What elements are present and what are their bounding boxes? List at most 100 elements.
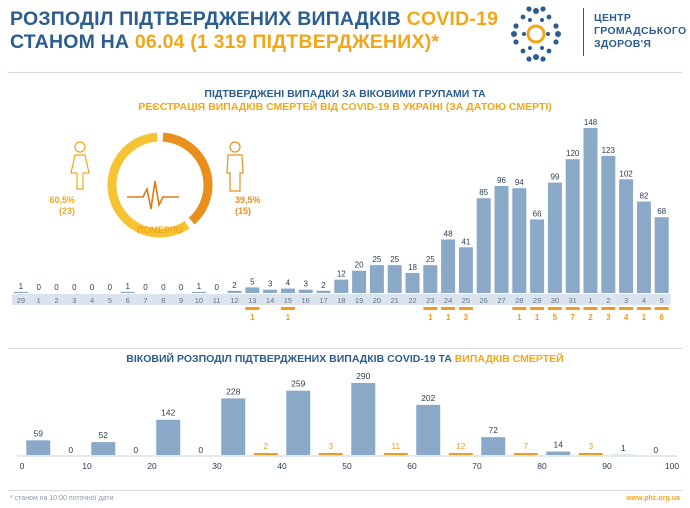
date-tick-label: 29 (17, 296, 25, 305)
age-death-value-label: 2 (263, 441, 268, 451)
case-value-label: 0 (54, 283, 59, 292)
date-tick-label: 13 (248, 296, 256, 305)
case-bar (654, 217, 669, 293)
case-value-label: 68 (657, 207, 666, 216)
case-value-label: 0 (179, 283, 184, 292)
date-tick-label: 22 (408, 296, 416, 305)
logo-divider (583, 8, 584, 56)
website-url: www.phc.org.ua (626, 495, 680, 502)
case-value-label: 3 (303, 280, 308, 289)
male-percent: 39,5% (235, 195, 261, 205)
age-case-bar (416, 404, 441, 455)
date-tick-label: 2 (54, 296, 58, 305)
logo-line: ГРОМАДСЬКОГО (594, 25, 687, 37)
age-case-bar (351, 383, 376, 455)
age-tick-label: 100 (665, 461, 679, 471)
case-value-label: 99 (550, 173, 559, 182)
case-bar (583, 128, 598, 293)
daily-cases-chart: 1290102030405160708091100112125131314415… (12, 118, 671, 322)
date-tick-label: 6 (126, 296, 130, 305)
case-value-label: 1 (197, 282, 202, 291)
age-tick-label: 10 (82, 461, 92, 471)
age-case-bar (156, 419, 181, 455)
female-icon (70, 141, 90, 190)
section2-title-highlight: ВИПАДКІВ СМЕРТЕЙ (454, 353, 564, 365)
logo-line: ЗДОРОВ'Я (594, 38, 652, 50)
death-bar (654, 307, 669, 310)
age-tick-label: 50 (342, 461, 352, 471)
case-value-label: 0 (36, 283, 41, 292)
death-bar (530, 307, 545, 310)
death-value-label: 1 (642, 313, 647, 322)
death-value-label: 1 (250, 313, 255, 322)
age-death-value-label: 3 (588, 441, 593, 451)
case-bar (120, 291, 135, 293)
title-highlight: COVID-19 (406, 8, 499, 30)
case-value-label: 41 (461, 237, 470, 246)
age-death-bar (513, 453, 538, 455)
case-bar (13, 291, 28, 293)
case-bar (530, 219, 545, 293)
case-bar (405, 272, 420, 293)
date-tick-label: 12 (230, 296, 238, 305)
footnote: * станом на 10:00 поточної дати (10, 495, 114, 502)
case-value-label: 20 (355, 261, 364, 270)
date-tick-label: 9 (179, 296, 183, 305)
age-death-bar (383, 453, 408, 455)
x-axis-band (12, 294, 671, 305)
case-value-label: 82 (639, 192, 648, 201)
case-bar (547, 182, 562, 293)
title-highlight: 06.04 (1 319 ПІДТВЕРДЖЕНИХ)* (134, 31, 440, 53)
case-bar (636, 201, 651, 293)
title-text: СТАНОМ НА (10, 31, 135, 53)
case-value-label: 123 (602, 146, 616, 155)
date-tick-label: 3 (72, 296, 76, 305)
date-tick-label: 3 (624, 296, 628, 305)
age-death-value-label: 12 (456, 441, 466, 451)
case-bar (565, 159, 580, 293)
case-bar (298, 289, 313, 293)
date-tick-label: 1 (37, 296, 41, 305)
death-value-label: 1 (446, 313, 451, 322)
death-bar (619, 307, 634, 310)
case-bar (334, 279, 349, 293)
case-bar (387, 265, 402, 293)
age-case-bar (546, 451, 571, 455)
page-title: РОЗПОДІЛ ПІДТВЕРДЖЕНИХ ВИПАДКІВ COVID-19… (10, 8, 498, 54)
age-tick-label: 30 (212, 461, 222, 471)
case-value-label: 0 (161, 283, 166, 292)
title-text: РОЗПОДІЛ ПІДТВЕРДЖЕНИХ ВИПАДКІВ (10, 8, 407, 30)
date-tick-label: 20 (373, 296, 381, 305)
death-bar (601, 307, 616, 310)
date-tick-label: 30 (551, 296, 559, 305)
death-bar (583, 307, 598, 310)
date-tick-label: 18 (337, 296, 345, 305)
date-tick-label: 2 (606, 296, 610, 305)
section2-title: ВІКОВИЙ РОЗПОДІЛ ПІДТВЕРДЖЕНИХ ВИПАДКІВ … (0, 353, 690, 366)
divider (8, 72, 682, 73)
case-bar (494, 185, 509, 293)
case-value-label: 0 (90, 283, 95, 292)
age-case-value-label: 0 (653, 445, 658, 455)
date-tick-label: 10 (195, 296, 203, 305)
date-tick-label: 16 (302, 296, 310, 305)
case-bar (280, 288, 295, 293)
male-icon (226, 141, 244, 192)
age-case-value-label: 259 (291, 379, 305, 389)
case-value-label: 102 (619, 169, 633, 178)
section2-title-text: ВІКОВИЙ РОЗПОДІЛ ПІДТВЕРДЖЕНИХ ВИПАДКІВ … (126, 353, 455, 365)
logo (510, 4, 685, 64)
case-value-label: 12 (337, 270, 346, 279)
age-case-value-label: 290 (356, 371, 370, 381)
case-value-label: 148 (584, 118, 598, 127)
divider (8, 348, 682, 349)
case-bar (245, 287, 260, 293)
case-value-label: 0 (108, 283, 113, 292)
case-value-label: 66 (533, 209, 542, 218)
case-bar (227, 290, 242, 293)
age-case-value-label: 228 (226, 386, 240, 396)
case-value-label: 0 (143, 283, 148, 292)
death-bar (636, 307, 651, 310)
case-bar (352, 270, 367, 293)
